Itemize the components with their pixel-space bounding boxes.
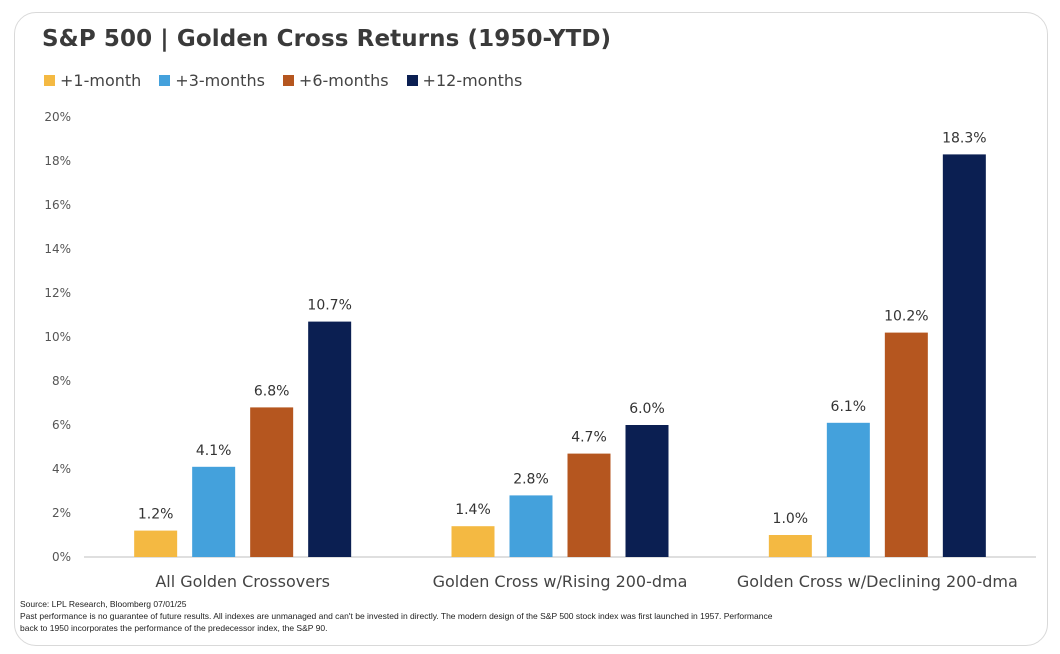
x-category-label: Golden Cross w/Declining 200-dma (737, 572, 1018, 591)
footnote-disclaimer-line-1: Past performance is no guarantee of futu… (20, 611, 773, 621)
legend-swatch (44, 74, 55, 86)
legend-item-2: +3-months (159, 71, 265, 90)
y-tick-label: 18% (44, 154, 71, 168)
data-label: 4.7% (571, 430, 607, 446)
chart-legend: +1-month +3-months +6-months +12-months (44, 68, 540, 92)
bar-1-1 (134, 530, 178, 557)
y-tick-label: 16% (44, 198, 71, 212)
bar-1-2 (192, 466, 236, 557)
legend-label: +3-months (175, 70, 265, 90)
data-label: 6.1% (831, 399, 867, 415)
bar-2-1 (451, 526, 495, 557)
y-tick-label: 2% (52, 506, 71, 520)
x-category-label: All Golden Crossovers (155, 572, 330, 591)
data-label: 10.7% (307, 298, 351, 314)
y-tick-label: 12% (44, 286, 71, 300)
data-label: 1.4% (455, 502, 491, 518)
data-label: 18.3% (942, 130, 986, 146)
y-tick-label: 6% (52, 418, 71, 432)
legend-item-1: +1-month (44, 71, 141, 90)
legend-swatch (159, 74, 171, 86)
legend-label: +6-months (298, 70, 389, 90)
y-tick-label: 20% (44, 110, 71, 124)
footnote-disclaimer-line-2: back to 1950 incorporates the performanc… (20, 623, 328, 633)
y-tick-label: 14% (44, 242, 71, 256)
legend-item-3: +6-months (282, 70, 389, 90)
bar-3-4 (942, 154, 986, 557)
bar-3-3 (884, 332, 928, 557)
bar-1-4 (308, 321, 352, 557)
data-label: 2.8% (513, 471, 549, 487)
data-label: 1.0% (773, 511, 809, 527)
legend-label: +1-month (60, 70, 142, 90)
data-label: 6.0% (629, 401, 665, 417)
bar-2-4 (625, 425, 669, 557)
x-category-label: Golden Cross w/Rising 200-dma (433, 572, 688, 591)
y-tick-label: 0% (52, 550, 71, 564)
legend-label: +12-months (422, 70, 523, 90)
y-tick-label: 8% (52, 374, 71, 388)
y-tick-label: 4% (52, 462, 71, 476)
bar-2-2 (509, 495, 553, 557)
data-label: 1.2% (138, 507, 174, 523)
bar-3-2 (826, 422, 870, 557)
chart-title: S&P 500 | Golden Cross Returns (1950-YTD… (42, 26, 612, 52)
data-label: 6.8% (254, 383, 290, 399)
y-tick-label: 10% (44, 330, 71, 344)
legend-swatch (406, 74, 418, 86)
legend-item-4: +12-months (406, 70, 523, 90)
bar-3-1 (768, 535, 812, 557)
footnote-source: Source: LPL Research, Bloomberg 07/01/25 (20, 599, 187, 609)
bar-2-3 (567, 453, 611, 557)
bar-1-3 (250, 407, 294, 557)
data-label: 4.1% (196, 443, 232, 459)
legend-swatch (282, 74, 294, 86)
data-label: 10.2% (884, 309, 928, 325)
